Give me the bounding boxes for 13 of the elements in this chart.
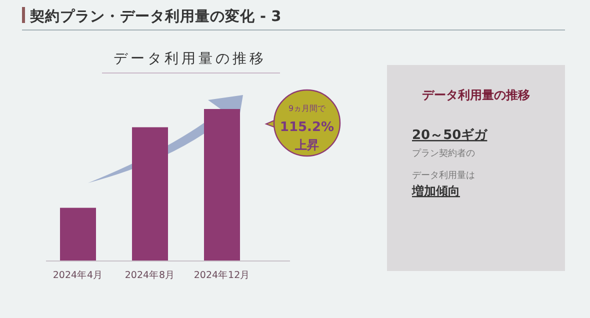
chart-subtitle: データ利用量の推移 <box>114 51 266 67</box>
chart-title: 契約プラン・データ利用量の変化 - 3 <box>29 7 282 25</box>
text: プラン契約者の <box>412 148 475 159</box>
x-tick-label: 2024年4月 <box>52 269 104 281</box>
text: データ利用量の推移 <box>422 88 530 102</box>
x-tick-label: 2024年12月 <box>194 269 250 281</box>
text: 上昇 <box>294 138 319 152</box>
annotation: 115.2% <box>280 120 334 135</box>
x-tick-label: 2024年8月 <box>124 269 176 281</box>
text: 増加傾向 <box>411 184 460 198</box>
text: 20～50ギガ <box>412 128 488 143</box>
text: データ利用量は <box>412 170 475 181</box>
annotation: 9ヵ月間で <box>288 104 327 113</box>
